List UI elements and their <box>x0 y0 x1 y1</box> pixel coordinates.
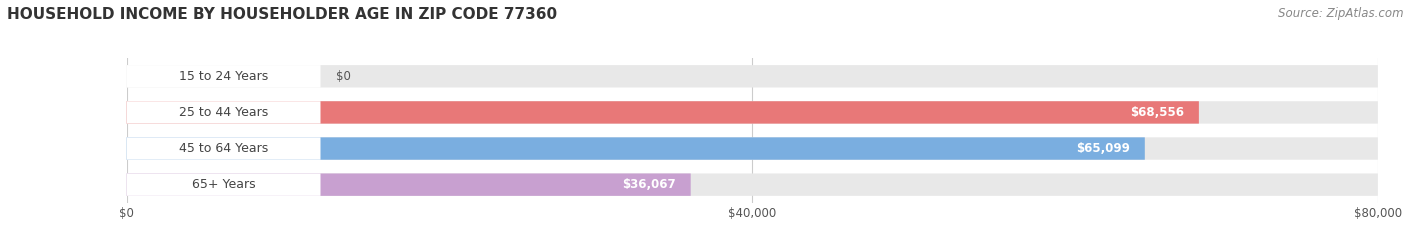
FancyBboxPatch shape <box>127 137 321 160</box>
Text: Source: ZipAtlas.com: Source: ZipAtlas.com <box>1278 7 1403 20</box>
FancyBboxPatch shape <box>127 173 690 196</box>
Text: HOUSEHOLD INCOME BY HOUSEHOLDER AGE IN ZIP CODE 77360: HOUSEHOLD INCOME BY HOUSEHOLDER AGE IN Z… <box>7 7 557 22</box>
FancyBboxPatch shape <box>127 101 321 124</box>
Text: 65+ Years: 65+ Years <box>191 178 256 191</box>
FancyBboxPatch shape <box>127 101 1378 124</box>
Text: $68,556: $68,556 <box>1130 106 1184 119</box>
FancyBboxPatch shape <box>127 101 1199 124</box>
Text: 45 to 64 Years: 45 to 64 Years <box>179 142 269 155</box>
FancyBboxPatch shape <box>127 173 321 196</box>
Text: $65,099: $65,099 <box>1076 142 1130 155</box>
FancyBboxPatch shape <box>127 137 1144 160</box>
FancyBboxPatch shape <box>127 65 1378 88</box>
Text: $36,067: $36,067 <box>621 178 676 191</box>
FancyBboxPatch shape <box>127 65 321 88</box>
FancyBboxPatch shape <box>127 173 1378 196</box>
Text: $0: $0 <box>336 70 350 83</box>
Text: 15 to 24 Years: 15 to 24 Years <box>179 70 269 83</box>
Text: 25 to 44 Years: 25 to 44 Years <box>179 106 269 119</box>
FancyBboxPatch shape <box>127 137 1378 160</box>
